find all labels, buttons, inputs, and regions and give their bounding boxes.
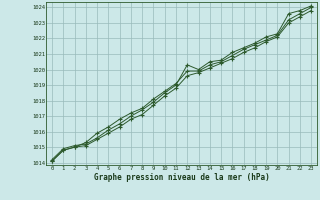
X-axis label: Graphe pression niveau de la mer (hPa): Graphe pression niveau de la mer (hPa)	[94, 173, 269, 182]
